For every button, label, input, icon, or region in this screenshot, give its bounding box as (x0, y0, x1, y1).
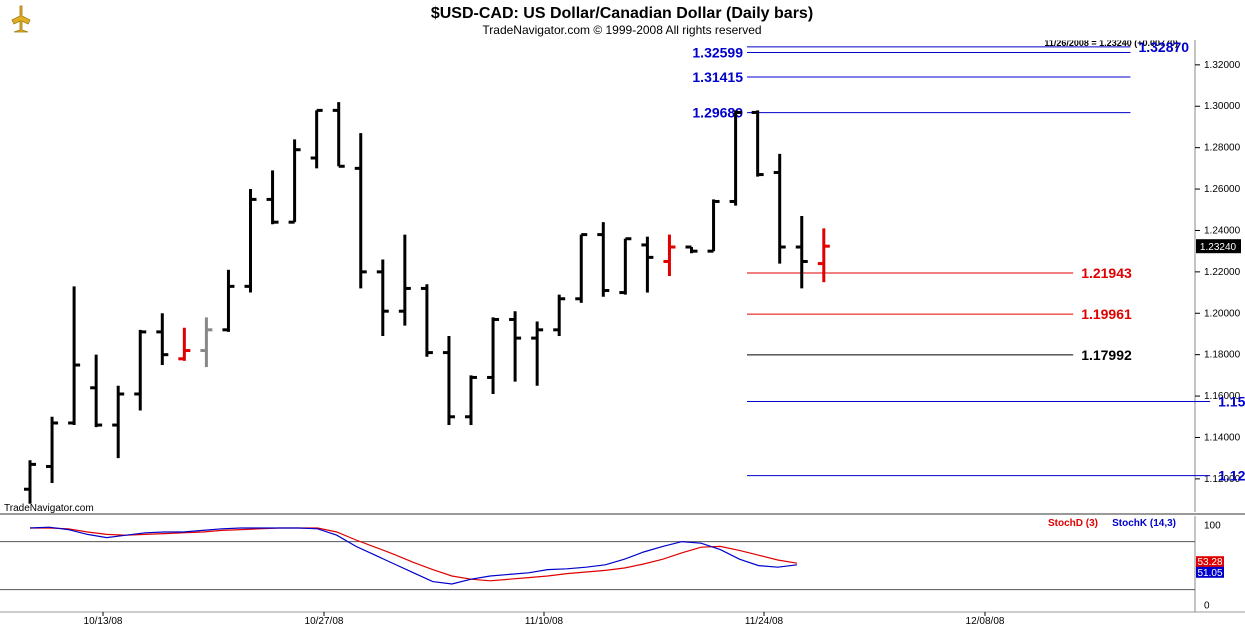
level-label: 1.17992 (1081, 347, 1132, 363)
ohlc-bar (685, 245, 698, 254)
legend-stochd: StochD (3) (1048, 518, 1098, 529)
ohlc-bar (68, 286, 81, 426)
last-price-marker: 1.23240 (1196, 239, 1241, 254)
stoch-last-label: 53.28 (1197, 557, 1222, 568)
level-label: 1.32870 (1138, 39, 1189, 55)
ohlc-bar (442, 336, 455, 426)
stoch-series-line (30, 527, 798, 582)
ohlc-bar (553, 294, 566, 337)
y-tick-label: 1.20000 (1204, 308, 1241, 319)
ohlc-bar (46, 416, 59, 484)
ohlc-bar (729, 110, 742, 206)
last-price-box (1196, 239, 1241, 254)
ohlc-bar (332, 102, 345, 168)
x-tick-label: 11/24/08 (745, 616, 784, 627)
ohlc-bar (134, 329, 147, 411)
ohlc-bar (244, 189, 257, 293)
y-tick-label: 1.12000 (1204, 474, 1241, 485)
ohlc-bar (354, 133, 367, 289)
ohlc-bar (597, 222, 610, 297)
x-tick-label: 10/27/08 (305, 616, 344, 627)
ohlc-bar (795, 215, 808, 289)
stoch-series-line (29, 526, 798, 585)
stoch-axis: 0 100 (0, 521, 1221, 612)
level-label: 1.19961 (1081, 306, 1132, 322)
ohlc-bar (487, 317, 500, 394)
stoch-tick-label: 100 (1204, 521, 1221, 532)
ohlc-bar (619, 237, 632, 295)
y-tick-label: 1.26000 (1204, 184, 1241, 195)
ohlc-bar (266, 170, 279, 225)
y-tick-label: 1.18000 (1204, 350, 1241, 361)
level-label: 1.32599 (692, 44, 743, 60)
ohlc-bar (641, 236, 654, 293)
level-label: 1.15740 (1218, 393, 1245, 409)
y-tick-label: 1.14000 (1204, 432, 1241, 443)
ohlc-bar (156, 313, 169, 366)
ohlc-bar (112, 385, 125, 459)
level-label: 1.31415 (692, 69, 743, 85)
ohlc-bar (663, 234, 676, 276)
stoch-last-label: 51.05 (1197, 568, 1222, 579)
y-tick-label: 1.30000 (1204, 101, 1241, 112)
ohlc-bar (509, 311, 522, 382)
chart-title: $USD-CAD: US Dollar/Canadian Dollar (Dai… (431, 5, 813, 22)
ohlc-bar (310, 108, 323, 169)
ohlc-bar (751, 110, 764, 177)
x-tick-label: 11/10/08 (525, 616, 564, 627)
ohlc-bar (376, 259, 389, 337)
stoch-tick-label: 0 (1204, 601, 1210, 612)
y-tick-label: 1.28000 (1204, 143, 1241, 154)
ohlc-bar (398, 234, 411, 326)
last-price-label: 1.23240 (1200, 242, 1237, 253)
price-readout: 11/26/2008 = 1.23240 (+0.00770) (1044, 38, 1178, 48)
level-label: 1.29689 (692, 105, 743, 121)
ohlc-bar (90, 354, 103, 428)
price-bars (24, 102, 830, 504)
ohlc-bar (288, 139, 301, 224)
ohlc-bar (531, 321, 544, 386)
ohlc-bar (773, 153, 786, 264)
stoch-legend: StochD (3) StochK (14,3) (1048, 518, 1176, 529)
legend-stochk: StochK (14,3) (1112, 518, 1176, 529)
ohlc-bar (575, 233, 588, 303)
ohlc-bar (178, 327, 191, 361)
y-tick-label: 1.32000 (1204, 60, 1241, 71)
y-tick-label: 1.24000 (1204, 225, 1241, 236)
level-label: 1.21943 (1081, 265, 1132, 281)
level-lines: 1.32870 1.32599 1.31415 1.29689 1.21943 1.199… (692, 39, 1245, 484)
level-label: 1.12158 (1218, 468, 1245, 484)
stoch-last-box (1196, 566, 1224, 578)
date-axis: 10/13/08 10/27/08 11/10/08 11/24/08 12/08/08 (84, 612, 1005, 627)
y-tick-label: 1.22000 (1204, 267, 1241, 278)
logo-icon (11, 5, 31, 33)
price-axis: 1.12000 1.14000 1.16000 1.18000 1.20000 1.220… (1195, 60, 1241, 485)
x-tick-label: 10/13/08 (84, 616, 123, 627)
copyright-text: TradeNavigator.com © 1999-2008 All right… (482, 23, 761, 37)
watermark-text: TradeNavigator.com (4, 503, 94, 514)
x-tick-label: 12/08/08 (966, 616, 1005, 627)
ohlc-bar (200, 317, 213, 368)
ohlc-bar (707, 199, 720, 253)
ohlc-bar (24, 460, 36, 504)
y-tick-label: 1.16000 (1204, 391, 1241, 402)
ohlc-bar (222, 269, 235, 332)
stoch-last-box (1196, 556, 1224, 568)
price-panel (0, 39, 1245, 515)
ohlc-bar (817, 228, 830, 283)
ohlc-bar (420, 284, 433, 357)
ohlc-bar (465, 375, 477, 426)
